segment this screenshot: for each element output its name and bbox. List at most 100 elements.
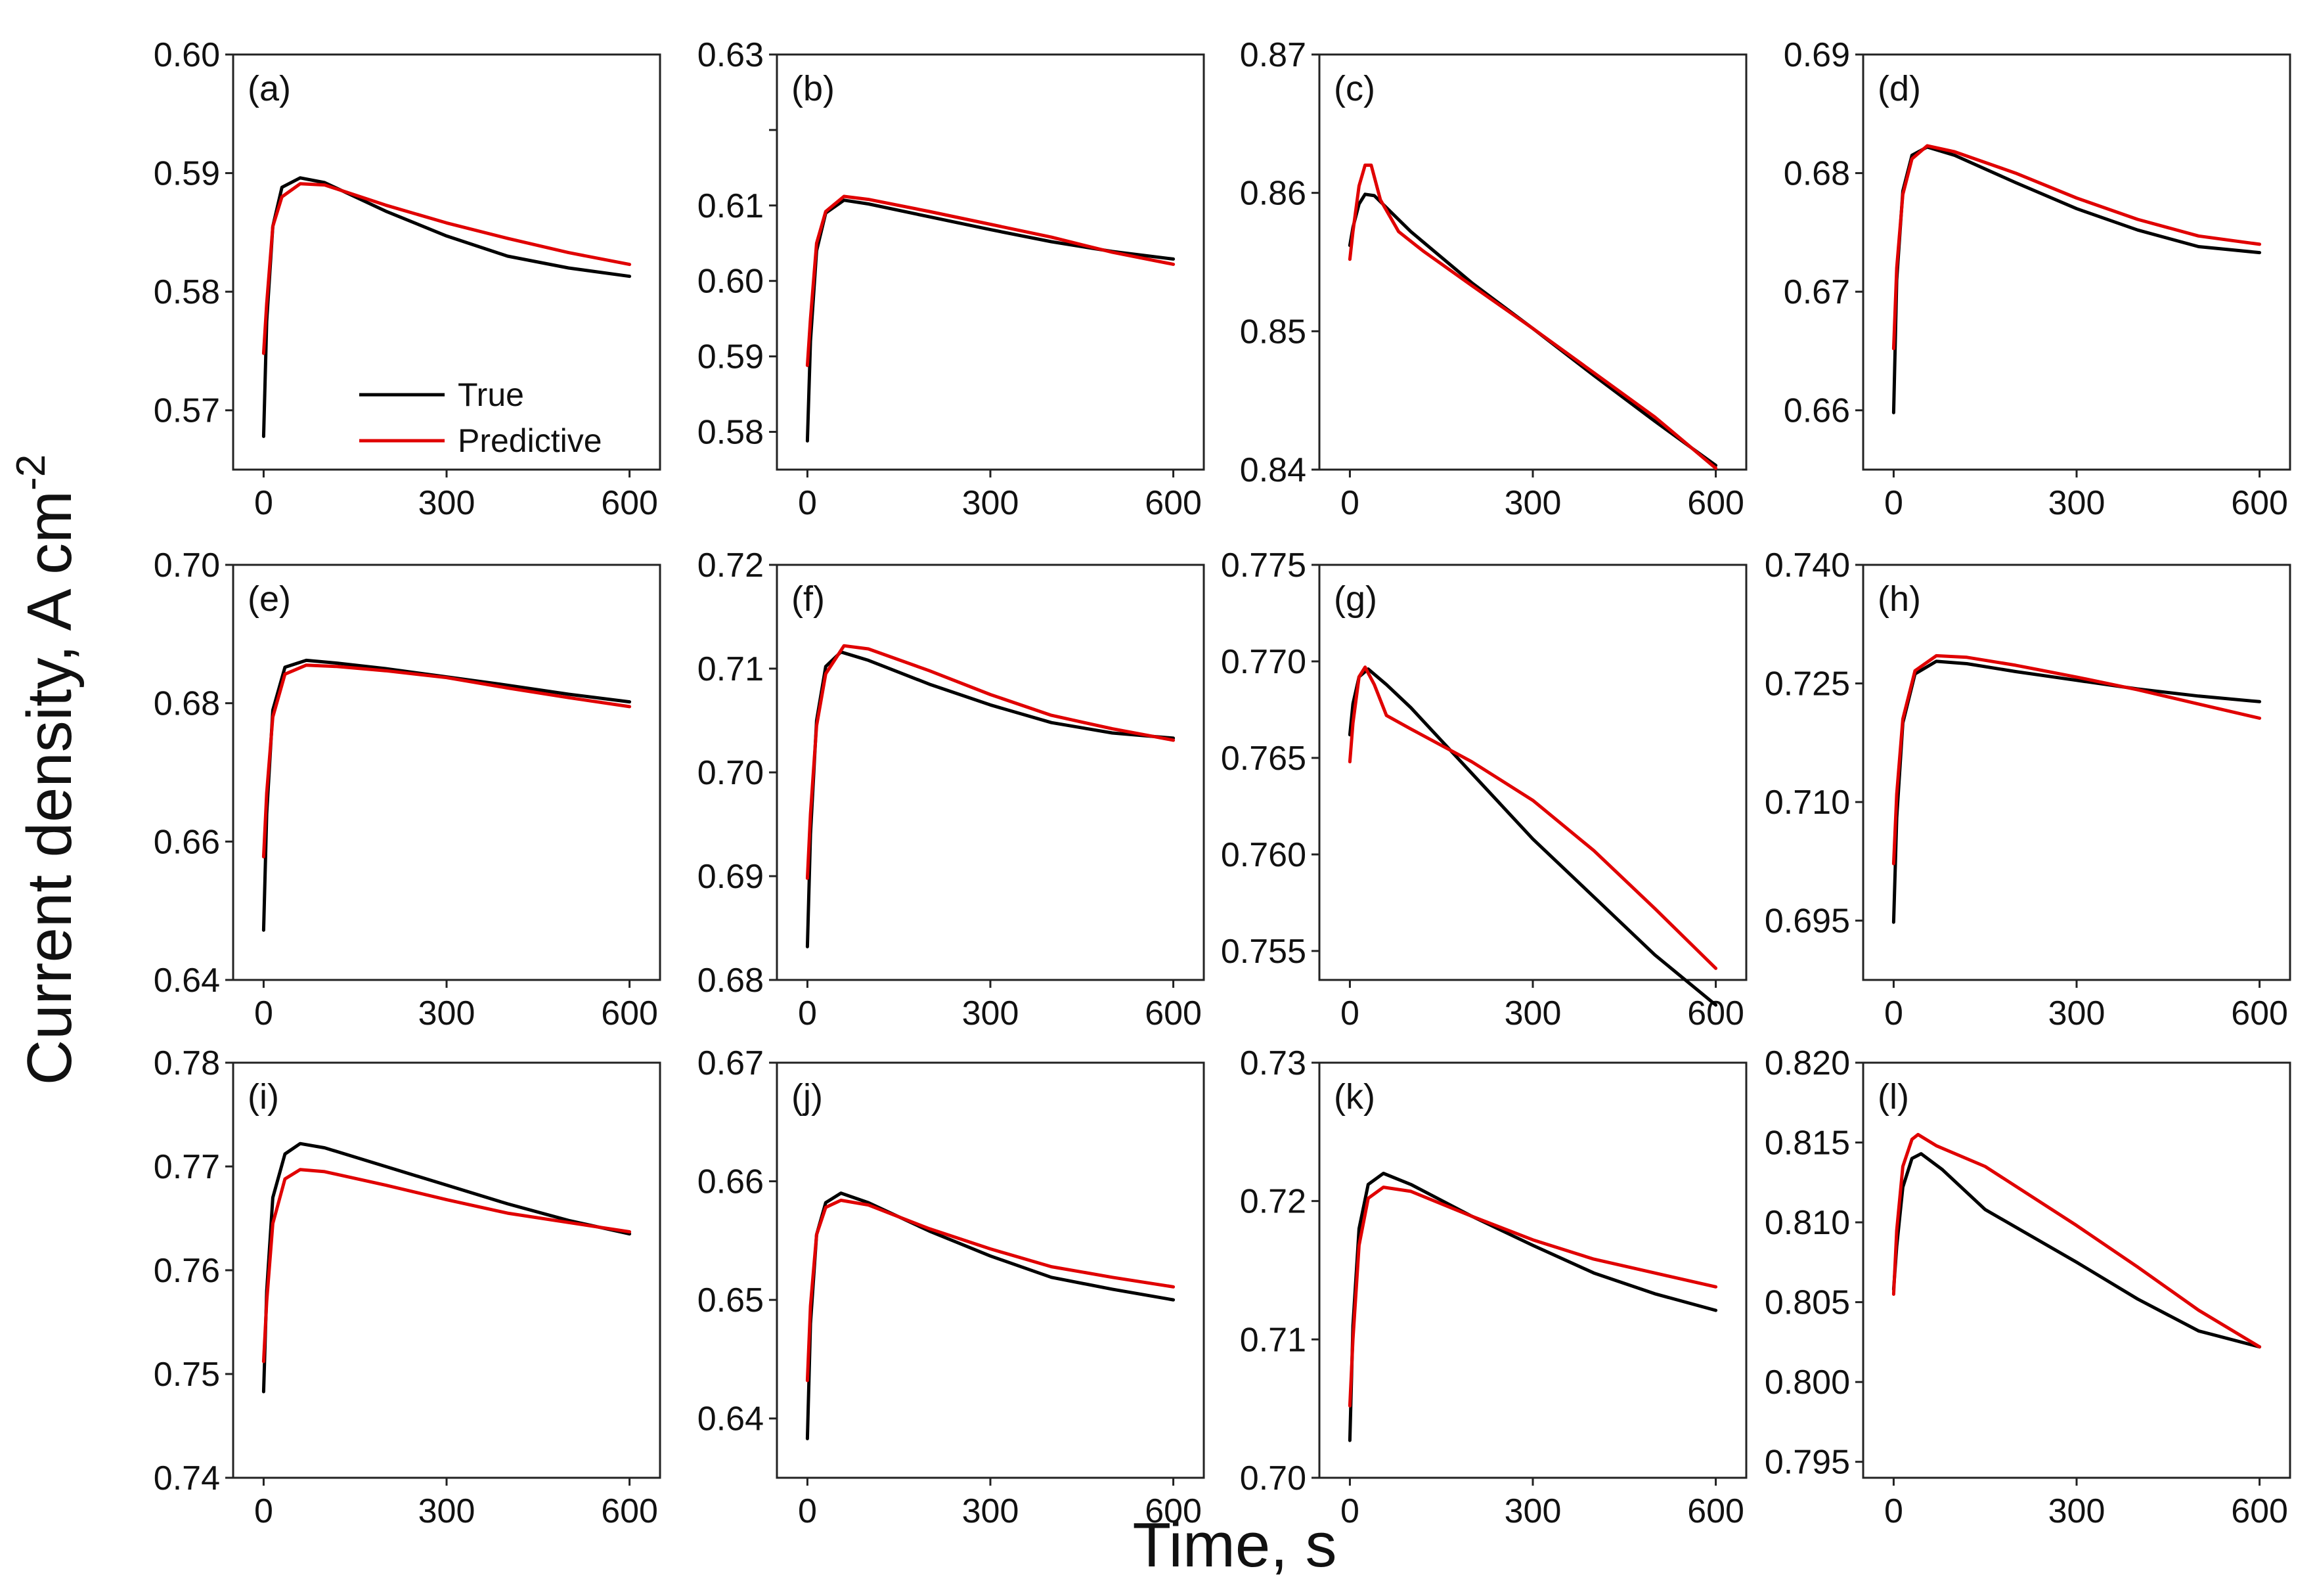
series-predictive-line — [261, 182, 632, 355]
x-tick-label: 600 — [1145, 994, 1202, 1032]
y-tick-label: 0.725 — [1765, 665, 1850, 703]
x-tick-label: 0 — [254, 994, 273, 1032]
y-tick-label: 0.64 — [697, 1400, 764, 1438]
plot-frame — [1318, 1061, 1748, 1479]
x-tick-label: 300 — [962, 1492, 1019, 1530]
y-tick-label: 0.795 — [1765, 1444, 1850, 1482]
plot-frame — [776, 53, 1205, 471]
plot-frame — [1318, 53, 1748, 471]
y-tick-label: 0.695 — [1765, 902, 1850, 941]
plot-frame — [776, 1061, 1205, 1479]
x-tick-label: 300 — [2048, 994, 2106, 1032]
y-tick-label: 0.67 — [1784, 273, 1850, 311]
y-tick-label: 0.68 — [697, 962, 764, 1000]
chart-panel-7: 0.755 0.760 0.765 0.770 0.775 0 300 600 (g) — [1221, 546, 1748, 1032]
x-tick-label: 300 — [418, 484, 475, 522]
plot-frame — [232, 564, 661, 981]
y-tick-label: 0.765 — [1221, 740, 1306, 778]
x-tick-label: 0 — [1884, 484, 1903, 522]
x-tick-label: 0 — [1340, 484, 1359, 522]
x-tick-label: 600 — [1687, 484, 1744, 522]
chart-panel-12: 0.795 0.800 0.805 0.810 0.815 0.820 0 300 600 (l) — [1765, 1044, 2291, 1530]
series-predictive-line — [261, 1168, 632, 1363]
x-tick-label: 600 — [1145, 484, 1202, 522]
series-predictive-line — [805, 194, 1176, 367]
y-tick-label: 0.69 — [1784, 36, 1850, 74]
x-tick-label: 300 — [1505, 1492, 1562, 1530]
series-true-line — [805, 198, 1176, 443]
chart-panel-3: 0.84 0.85 0.86 0.87 0 300 600 (c) — [1240, 36, 1748, 522]
y-tick-label: 0.770 — [1221, 643, 1306, 681]
panel-label: (g) — [1334, 579, 1377, 619]
panel-grid: 0.57 0.58 0.59 0.60 0 300 600 (a) True Predictive… — [154, 36, 2291, 1530]
x-tick-label: 300 — [1505, 994, 1562, 1032]
x-tick-label: 300 — [962, 484, 1019, 522]
x-tick-label: 0 — [1340, 1492, 1359, 1530]
x-tick-label: 0 — [1884, 994, 1903, 1032]
plot-frame — [1862, 1061, 2291, 1479]
y-tick-label: 0.59 — [154, 155, 220, 193]
y-tick-label: 0.57 — [154, 392, 220, 430]
y-tick-label: 0.66 — [697, 1163, 764, 1201]
x-tick-label: 600 — [1145, 1492, 1202, 1530]
y-tick-label: 0.58 — [154, 273, 220, 311]
series-true-line — [261, 658, 632, 932]
panel-label: (d) — [1878, 69, 1921, 108]
y-tick-label: 0.820 — [1765, 1044, 1850, 1082]
series-predictive-line — [1348, 1186, 1718, 1408]
plot-frame — [1318, 564, 1748, 981]
y-tick-label: 0.73 — [1240, 1044, 1306, 1082]
panel-label: (h) — [1878, 579, 1921, 619]
y-tick-label: 0.72 — [697, 546, 764, 585]
y-tick-label: 0.60 — [697, 263, 764, 301]
x-tick-label: 300 — [418, 994, 475, 1032]
x-tick-label: 0 — [798, 1492, 817, 1530]
y-tick-label: 0.74 — [154, 1459, 220, 1497]
plot-frame — [1862, 53, 2291, 471]
series-predictive-line — [1891, 144, 2262, 351]
x-tick-label: 0 — [1884, 1492, 1903, 1530]
chart-panel-4: 0.66 0.67 0.68 0.69 0 300 600 (d) — [1784, 36, 2291, 522]
plot-frame — [1862, 564, 2291, 981]
y-axis-title-superscript: -2 — [9, 454, 54, 491]
y-tick-label: 0.69 — [697, 858, 764, 896]
y-tick-label: 0.65 — [697, 1281, 764, 1319]
y-tick-label: 0.70 — [154, 546, 220, 585]
x-tick-label: 600 — [1687, 994, 1744, 1032]
y-tick-label: 0.66 — [154, 823, 220, 861]
chart-panel-1: 0.57 0.58 0.59 0.60 0 300 600 (a) True Predictive — [154, 36, 661, 522]
x-tick-label: 600 — [2231, 484, 2288, 522]
y-tick-label: 0.805 — [1765, 1284, 1850, 1322]
series-predictive-line — [261, 663, 632, 858]
panel-label: (e) — [248, 579, 291, 619]
y-tick-label: 0.84 — [1240, 451, 1306, 489]
x-tick-label: 600 — [1687, 1492, 1744, 1530]
panel-label: (i) — [248, 1077, 279, 1117]
y-tick-label: 0.63 — [697, 36, 764, 74]
y-tick-label: 0.61 — [697, 187, 764, 225]
y-tick-label: 0.810 — [1765, 1204, 1850, 1242]
series-true-line — [261, 176, 632, 438]
y-tick-label: 0.76 — [154, 1252, 220, 1290]
plot-frame — [232, 1061, 661, 1479]
y-axis-title: Current density, A cm-2 — [9, 454, 85, 1085]
series-predictive-line — [1891, 654, 2262, 866]
y-tick-label: 0.815 — [1765, 1124, 1850, 1163]
legend-label-true: True — [458, 376, 524, 413]
plot-frame — [776, 564, 1205, 981]
series-true-line — [805, 1191, 1176, 1440]
panel-label: (k) — [1334, 1077, 1375, 1117]
x-tick-label: 600 — [601, 484, 658, 522]
x-tick-label: 0 — [798, 994, 817, 1032]
x-tick-label: 300 — [962, 994, 1019, 1032]
y-tick-label: 0.68 — [1784, 155, 1850, 193]
legend: True Predictive — [359, 376, 602, 459]
x-tick-label: 300 — [418, 1492, 475, 1530]
y-tick-label: 0.800 — [1765, 1363, 1850, 1402]
y-tick-label: 0.775 — [1221, 546, 1306, 585]
x-tick-label: 0 — [254, 484, 273, 522]
x-tick-label: 0 — [798, 484, 817, 522]
y-tick-label: 0.64 — [154, 962, 220, 1000]
y-tick-label: 0.60 — [154, 36, 220, 74]
